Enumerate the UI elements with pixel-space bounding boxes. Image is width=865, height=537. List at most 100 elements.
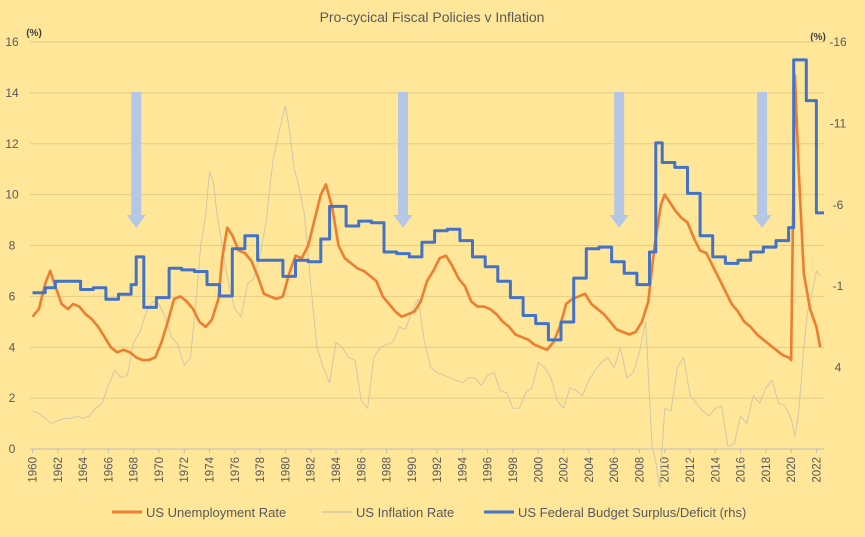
data-point xyxy=(641,321,643,323)
data-point xyxy=(177,344,179,346)
data-point xyxy=(80,289,82,291)
data-point xyxy=(548,339,550,341)
x-tick-label: 1966 xyxy=(103,457,115,483)
data-point xyxy=(282,296,284,298)
data-point xyxy=(118,294,120,296)
data-point xyxy=(623,272,625,274)
data-point xyxy=(661,162,663,164)
data-point xyxy=(307,245,309,247)
data-point xyxy=(443,374,445,376)
data-point xyxy=(506,392,508,394)
x-tick-label: 2018 xyxy=(761,457,773,483)
data-point xyxy=(816,326,818,328)
data-point xyxy=(251,260,253,262)
data-point xyxy=(32,316,34,318)
data-point xyxy=(778,402,780,404)
data-point xyxy=(725,291,727,293)
data-point xyxy=(320,238,322,240)
data-point xyxy=(445,255,447,257)
data-point xyxy=(484,266,486,268)
right-tick-label: -1 xyxy=(833,279,844,293)
data-point xyxy=(740,415,742,417)
x-tick-label: 1980 xyxy=(280,457,292,483)
data-point xyxy=(502,321,504,323)
data-point xyxy=(398,326,400,328)
data-point xyxy=(181,269,183,271)
data-point xyxy=(320,194,322,196)
data-point xyxy=(737,311,739,313)
x-tick-label: 1970 xyxy=(154,457,166,483)
data-point xyxy=(546,349,548,351)
data-point xyxy=(489,308,491,310)
data-point xyxy=(269,296,271,298)
data-point xyxy=(44,287,46,289)
data-point xyxy=(434,230,436,232)
data-point xyxy=(218,298,220,300)
data-point xyxy=(689,395,691,397)
right-tick-label: -6 xyxy=(833,198,844,212)
data-point xyxy=(446,228,448,230)
right-axis: 4 -1 -6 -11 -16 xyxy=(829,35,847,375)
chart-title: Pro-cycical Fiscal Policies v Inflation xyxy=(320,9,545,25)
data-point xyxy=(44,418,46,420)
data-point xyxy=(395,311,397,313)
data-point xyxy=(288,273,290,275)
data-point xyxy=(601,362,603,364)
data-point xyxy=(288,128,290,130)
series-line xyxy=(32,105,821,488)
x-tick-label: 1984 xyxy=(331,456,343,482)
data-point xyxy=(752,395,754,397)
data-point xyxy=(525,392,527,394)
data-point xyxy=(85,313,87,315)
data-point xyxy=(104,336,106,338)
data-point xyxy=(659,486,661,488)
data-point xyxy=(563,408,565,410)
data-point xyxy=(636,284,638,286)
data-point xyxy=(76,415,78,417)
data-point xyxy=(782,354,784,356)
data-point xyxy=(206,284,208,286)
down-arrow-icon xyxy=(752,92,772,228)
x-tick-label: 2006 xyxy=(609,457,621,483)
data-point xyxy=(383,251,385,253)
data-point xyxy=(133,341,135,343)
data-point xyxy=(221,257,223,259)
right-axis-unit: (%) xyxy=(810,32,826,43)
data-point xyxy=(295,259,297,261)
data-point xyxy=(594,369,596,371)
data-point xyxy=(497,281,499,283)
x-axis: 1960 1962 1964 1966 1968 1970 1972 1974 1976 1978… xyxy=(28,449,823,483)
data-point xyxy=(167,321,169,323)
data-point xyxy=(535,323,537,325)
x-tick-label: 1960 xyxy=(28,457,40,483)
data-point xyxy=(129,352,131,354)
data-point xyxy=(677,367,679,369)
data-point xyxy=(226,227,228,229)
data-point xyxy=(244,252,246,254)
right-tick-label: 4 xyxy=(835,361,842,375)
data-point xyxy=(259,255,261,257)
data-point xyxy=(500,390,502,392)
data-point xyxy=(63,418,65,420)
data-point xyxy=(269,259,271,261)
data-point xyxy=(278,130,280,132)
data-point xyxy=(354,359,356,361)
data-point xyxy=(171,336,173,338)
left-tick-label: 16 xyxy=(5,35,19,49)
data-point xyxy=(110,347,112,349)
left-tick-label: 2 xyxy=(9,391,16,405)
data-point xyxy=(285,105,287,107)
data-point xyxy=(358,220,360,222)
data-point xyxy=(367,408,369,410)
data-point xyxy=(763,246,765,248)
data-point xyxy=(373,357,375,359)
data-point xyxy=(816,270,818,272)
data-point xyxy=(674,167,676,169)
data-point xyxy=(228,283,230,285)
data-point xyxy=(674,209,676,211)
data-point xyxy=(205,214,207,216)
data-point xyxy=(670,410,672,412)
data-point xyxy=(468,377,470,379)
data-point xyxy=(82,418,84,420)
data-point xyxy=(598,246,600,248)
